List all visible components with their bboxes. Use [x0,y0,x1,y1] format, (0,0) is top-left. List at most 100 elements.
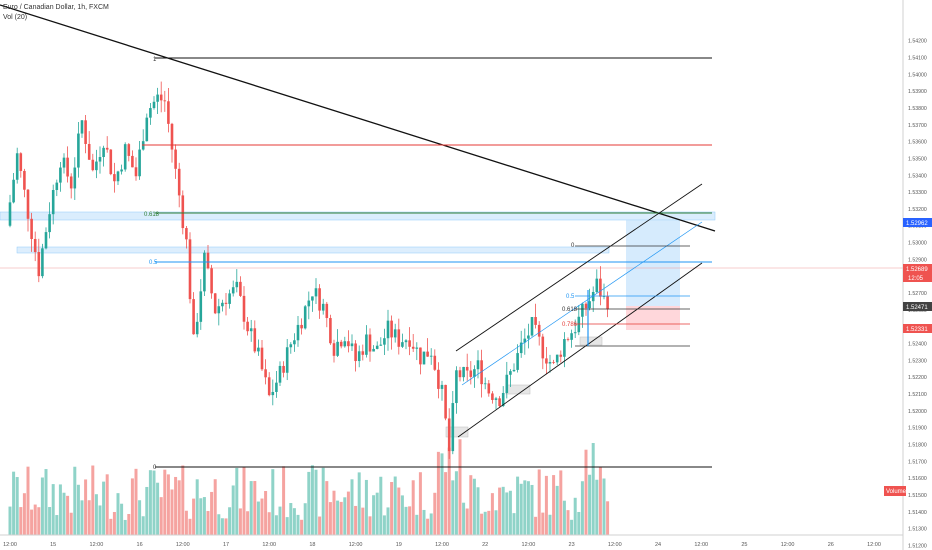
volume-bar [26,466,30,535]
candle-body [426,351,429,357]
volume-bar [494,510,498,535]
y-tick-label: 1.54000 [908,72,927,78]
volume-bar [69,512,73,535]
candle-body [23,170,26,190]
volume-bar [282,466,286,535]
volume-bar [336,500,340,535]
candle-body [131,155,134,168]
volume-bar [134,468,138,535]
candle-body [224,302,228,304]
volume-bar [386,507,390,535]
volume-indicator-title[interactable]: Vol (20) [3,14,28,21]
y-tick-label: 1.51800 [908,442,927,448]
candle-body [588,301,591,309]
candle-body [570,333,573,340]
volume-bar [181,465,185,535]
volume-bar [566,510,570,535]
x-tick-label: 15 [50,542,56,548]
y-tick-label: 1.53500 [908,156,927,162]
x-tick-label: 12:00 [90,542,104,548]
volume-bar [289,503,293,535]
volume-bar [278,506,282,535]
volume-bar [256,501,260,535]
candle-body [95,161,98,171]
y-tick-label: 1.53300 [908,190,927,196]
candle-body [174,149,177,169]
x-tick-label: 12:00 [3,542,17,548]
y-tick-label: 1.53600 [908,140,927,146]
volume-bar [94,494,98,535]
volume-bar [40,477,44,535]
channel-upper [455,183,703,352]
volume-bar [76,484,80,535]
candle-body [512,369,516,372]
y-tick-label: 1.52400 [908,342,927,348]
candle-body [318,288,321,311]
volume-bar [400,495,404,535]
candle-body [275,382,278,392]
volume-bar [130,478,134,535]
volume-bar [382,515,386,535]
volume-bar [498,487,502,535]
volume-bar [300,519,304,535]
candle-body [422,351,426,365]
volume-bar [138,500,142,535]
candle-body [26,189,30,219]
candle-body [563,339,566,357]
volume-bar [37,507,41,535]
volume-bar [404,506,408,535]
price-axis: 1.54200 1.54100 1.54000 1.53900 1.53800 1.537… [902,0,927,550]
candle-body [357,351,361,362]
volume-bar [321,467,325,535]
volume-bar [559,470,563,535]
volume-bar [145,486,149,535]
x-tick-label: 18 [309,542,315,548]
volume-bar [19,507,23,535]
candle-body [267,377,271,396]
candle-body [59,167,62,183]
volume-bar [141,516,145,535]
volume-bar [318,516,322,535]
volume-bar [436,451,440,535]
symbol-title[interactable]: Euro / Canadian Dollar, 1h, FXCM [3,4,109,11]
volume-bar [123,519,127,535]
volume-bar [325,481,329,535]
level-tag-top-text: 1.52962 [906,221,928,227]
time-axis: 12:00 15 12:00 16 12:00 17 12:00 18 12:00 19 12:00… [0,534,903,548]
candle-body [354,343,357,362]
x-tick-label: 19 [396,542,402,548]
volume-bar [66,495,70,535]
volume-bar [573,497,577,535]
candle-body [487,383,491,394]
candle-body [343,341,347,347]
x-tick-label: 26 [828,542,834,548]
countdown-text: 12:05 [908,276,924,282]
volume-bar [534,516,538,535]
candle-body [429,355,433,357]
candle-body [123,144,127,170]
candle-body [455,370,458,404]
y-tick-label: 1.52900 [908,257,927,263]
y-tick-label: 1.53200 [908,207,927,213]
volume-bar [408,506,412,535]
channel-mid [461,221,703,386]
y-tick-label: 1.51200 [908,543,927,549]
candle-body [606,296,609,310]
candle-body [213,293,217,314]
volume-bar [213,479,217,535]
candle-body [325,303,329,319]
volume-bar [192,498,196,535]
candle-body [203,252,206,292]
candle-body [127,144,131,156]
candle-body [530,317,534,336]
x-tick-label: 12:00 [349,542,363,548]
candle-body [473,369,476,377]
volume-bar [271,469,275,535]
volume-bar [588,474,592,535]
y-tick-label: 1.53800 [908,106,927,112]
candle-body [217,306,221,314]
volume-bar [530,484,534,535]
x-tick-label: 12:00 [522,542,536,548]
candle-body [476,360,480,370]
